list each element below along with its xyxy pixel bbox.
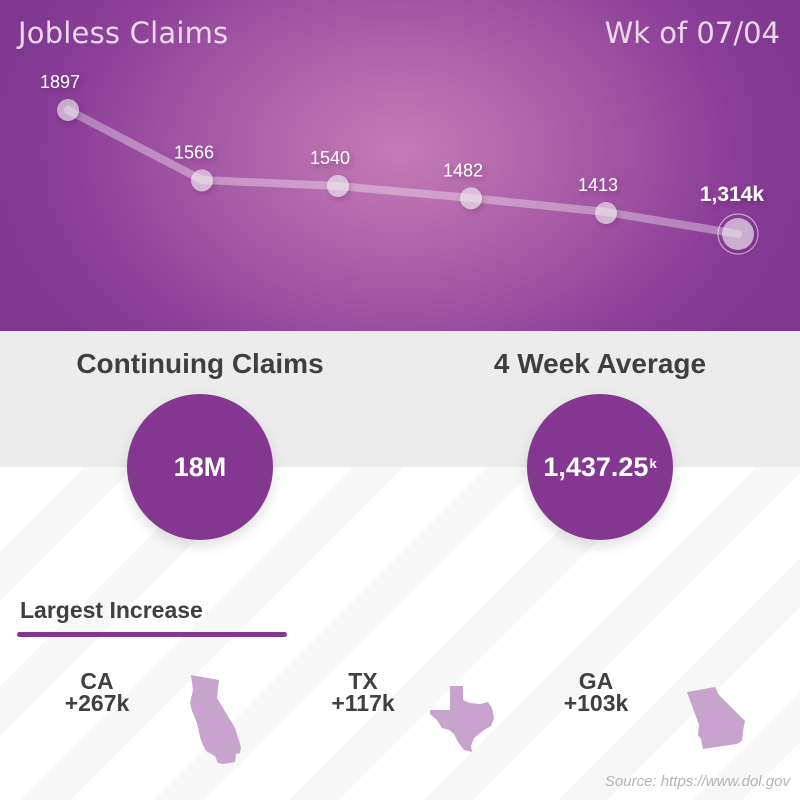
four-week-average-badge: 1,437.25 k [527,394,673,540]
state-code: TX [348,668,378,694]
state-ga: GA +103k [551,668,641,716]
title-underline [17,632,287,637]
four-week-average-suffix: k [649,455,657,471]
source-citation: Source: https://www.dol.gov [604,773,790,790]
latest-point-ring [717,213,759,255]
data-point[interactable] [191,169,213,192]
data-point[interactable] [722,218,754,250]
data-point[interactable] [57,99,79,121]
state-ca: CA +267k [52,668,142,716]
data-label: 1413 [578,175,618,195]
week-label: Wk of 07/04 [604,16,780,50]
state-code: CA [80,668,114,694]
state-change: +267k [64,690,130,716]
largest-increase-title: Largest Increase [20,597,203,623]
data-label: 1540 [310,148,350,168]
texas-map-icon [430,686,494,752]
state-code: GA [578,668,614,694]
data-label: 1897 [40,72,80,92]
continuing-claims-title: Continuing Claims [76,348,324,379]
chart-panel [0,0,800,331]
data-label: 1,314k [700,183,765,206]
state-change: +117k [331,690,395,716]
california-map-icon [190,675,241,764]
four-week-average-value: 1,437.25 [543,451,649,482]
state-change: +103k [563,690,629,716]
four-week-average-title: 4 Week Average [493,348,707,379]
trend-line [64,106,742,238]
line-chart: 1897 1566 1540 1482 1413 1,314k [40,72,765,255]
data-label: 1482 [443,160,483,180]
continuing-claims-value: 18M [173,451,227,482]
data-point[interactable] [595,201,617,224]
data-label: 1566 [174,142,214,162]
state-tx: TX +117k [318,668,408,716]
chart-title: Jobless Claims [18,16,229,50]
georgia-map-icon [687,687,745,749]
continuing-claims-badge: 18M [127,394,273,540]
data-point[interactable] [327,174,349,197]
data-point[interactable] [460,187,482,210]
